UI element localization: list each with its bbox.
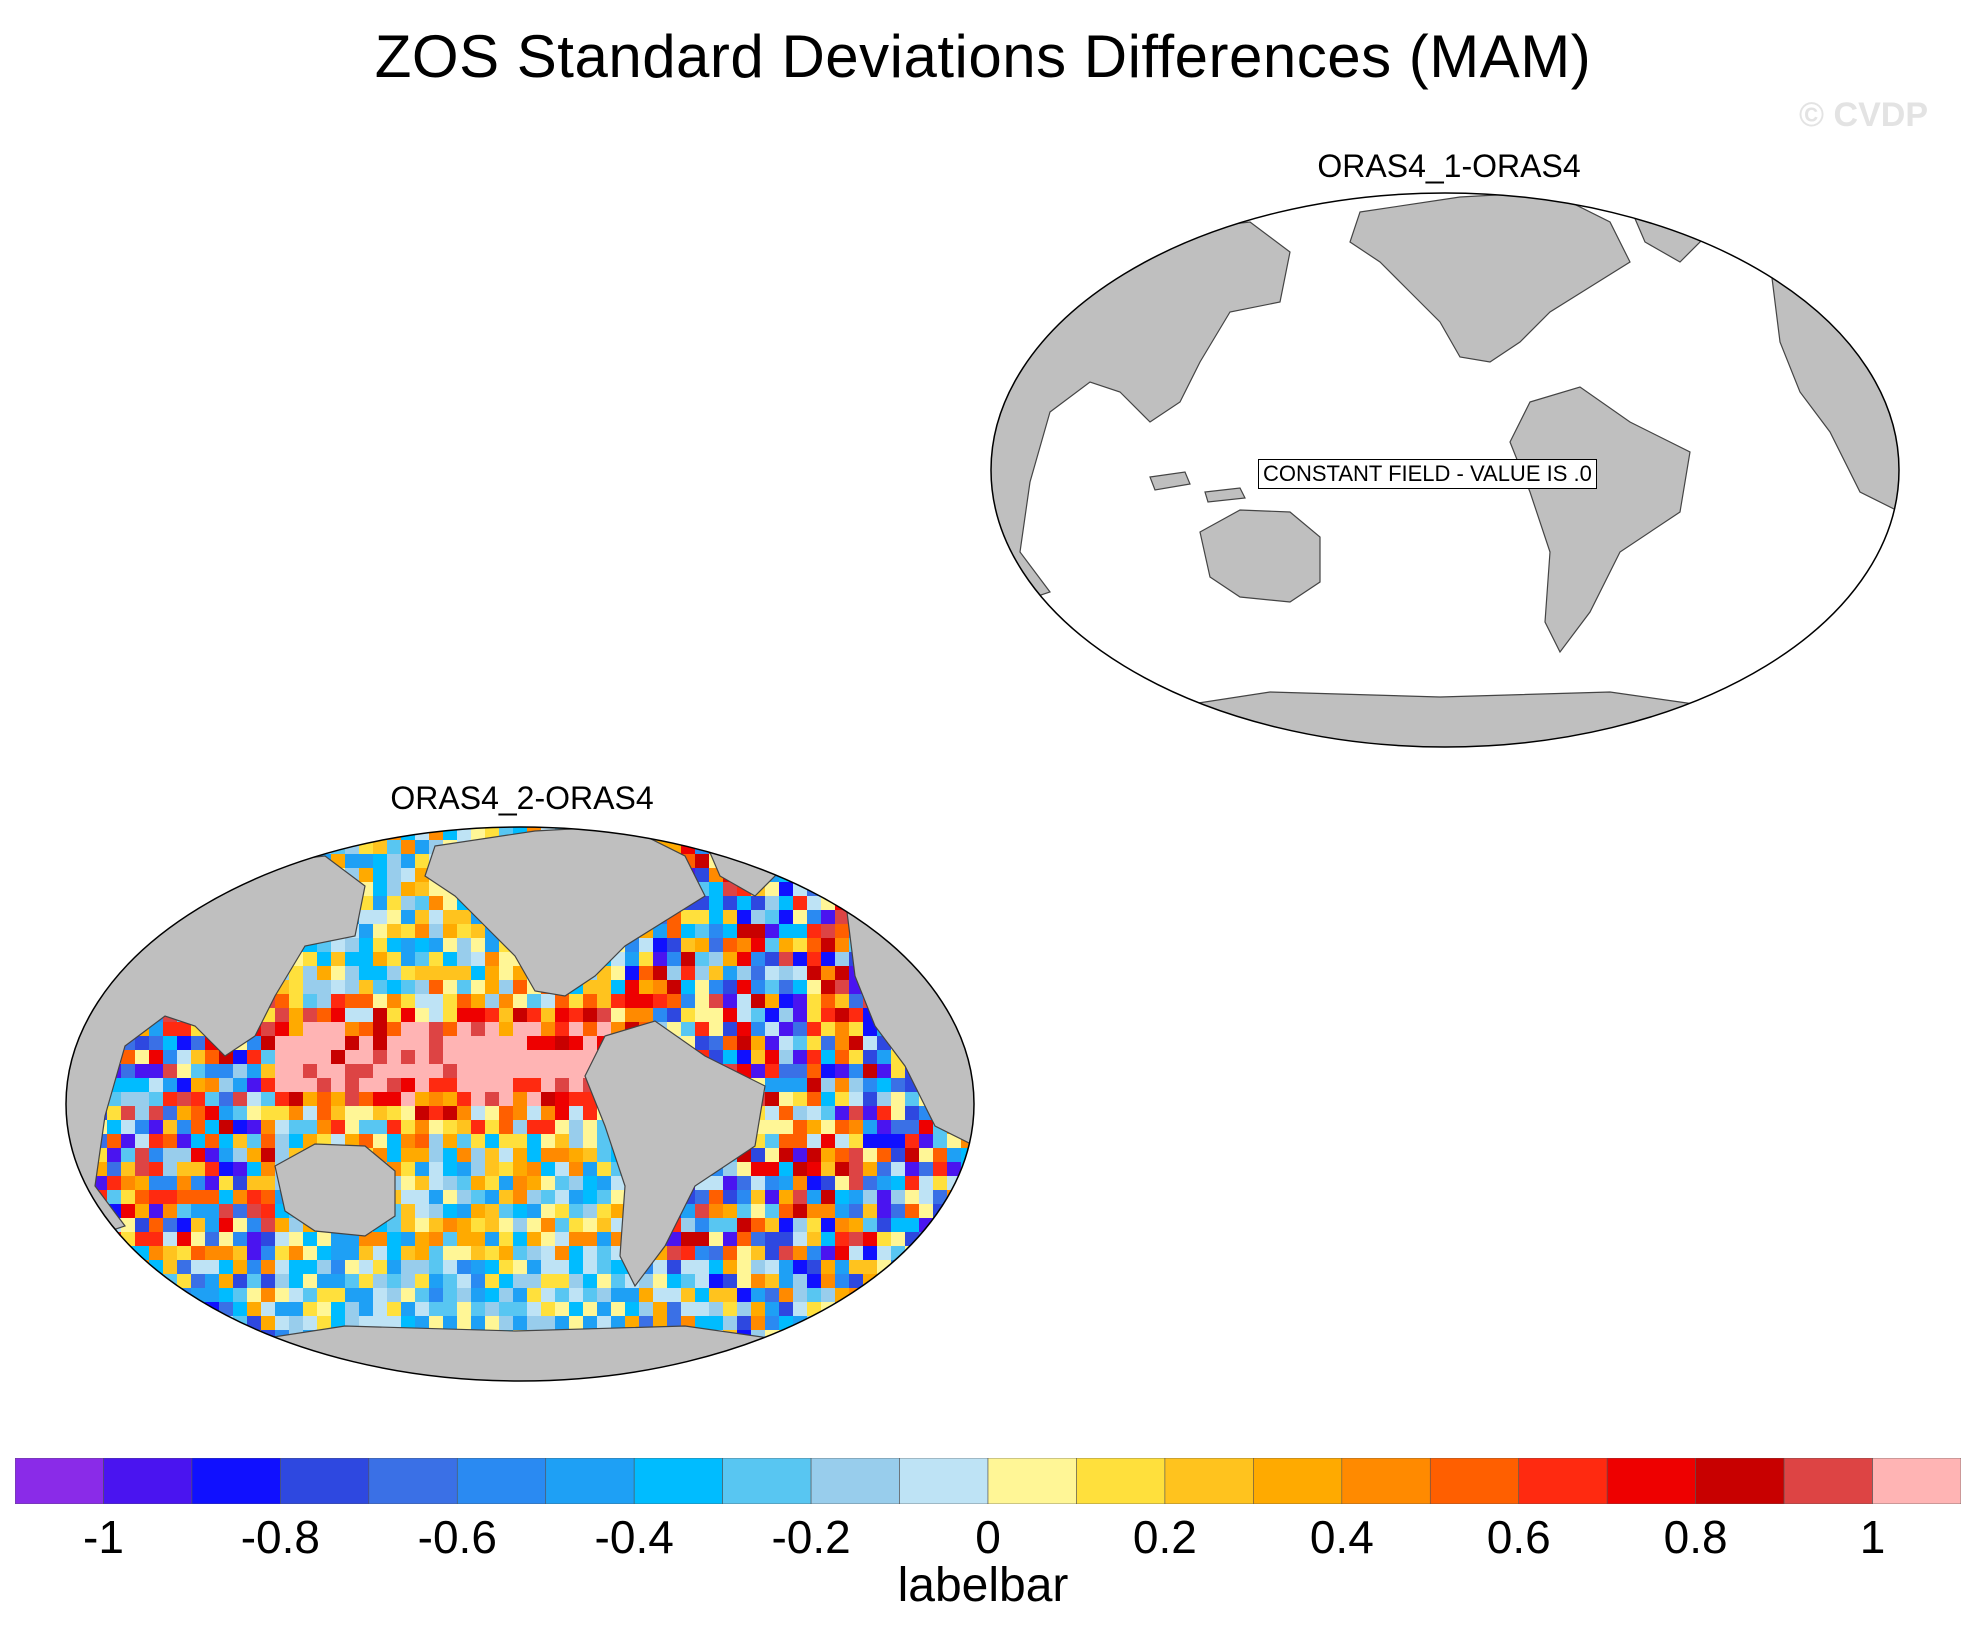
panel2-border bbox=[65, 826, 975, 1382]
colorbar-box bbox=[1783, 1458, 1873, 1504]
colorbar-box bbox=[987, 1458, 1077, 1504]
panel2-map bbox=[65, 826, 975, 1382]
colorbar-box bbox=[722, 1458, 812, 1504]
colorbar-box bbox=[899, 1458, 989, 1504]
colorbar-box bbox=[633, 1458, 723, 1504]
colorbar-box bbox=[1872, 1458, 1961, 1504]
colorbar-box bbox=[15, 1458, 104, 1504]
colorbar-tick-label: 0.2 bbox=[1132, 1511, 1197, 1563]
colorbar-box bbox=[191, 1458, 281, 1504]
colorbar-box bbox=[1341, 1458, 1431, 1504]
colorbar-tick-label: 0.8 bbox=[1663, 1511, 1728, 1563]
colorbar-box bbox=[456, 1458, 547, 1504]
constant-field-note: CONSTANT FIELD - VALUE IS .0 bbox=[1258, 459, 1597, 489]
colorbar-box bbox=[1429, 1458, 1520, 1504]
colorbar-box bbox=[810, 1458, 900, 1504]
colorbar-tick-label: 0.6 bbox=[1486, 1511, 1551, 1563]
colorbar-label: labelbar bbox=[897, 1559, 1069, 1612]
panel1-title: ORAS4_1-ORAS4 bbox=[1317, 148, 1581, 184]
panel2-title: ORAS4_2-ORAS4 bbox=[390, 780, 654, 816]
colorbar-tick-label: -0.6 bbox=[417, 1511, 497, 1563]
panel1-border bbox=[990, 192, 1900, 748]
colorbar-box bbox=[545, 1458, 635, 1504]
colorbar-box bbox=[1164, 1458, 1254, 1504]
cvdp-watermark: © CVDP bbox=[1799, 96, 1928, 134]
colorbar-box bbox=[1253, 1458, 1343, 1504]
colorbar-box bbox=[280, 1458, 370, 1504]
colorbar-box bbox=[103, 1458, 193, 1504]
colorbar-tick-label: 0.4 bbox=[1309, 1511, 1374, 1563]
colorbar-tick-label: 1 bbox=[1859, 1511, 1886, 1563]
figure-title: ZOS Standard Deviations Differences (MAM… bbox=[374, 23, 1592, 90]
colorbar bbox=[15, 1458, 1961, 1504]
colorbar-tick-label: -0.2 bbox=[771, 1511, 851, 1563]
colorbar-box bbox=[1695, 1458, 1785, 1504]
colorbar-tick-label: 0 bbox=[975, 1511, 1001, 1563]
colorbar-tick-label: -1 bbox=[83, 1511, 124, 1563]
colorbar-box bbox=[1076, 1458, 1166, 1504]
colorbar-box bbox=[1518, 1458, 1608, 1504]
colorbar-tick-label: -0.8 bbox=[240, 1511, 320, 1563]
colorbar-box bbox=[1606, 1458, 1696, 1504]
colorbar-box bbox=[368, 1458, 458, 1504]
colorbar-tick-label: -0.4 bbox=[594, 1511, 674, 1563]
